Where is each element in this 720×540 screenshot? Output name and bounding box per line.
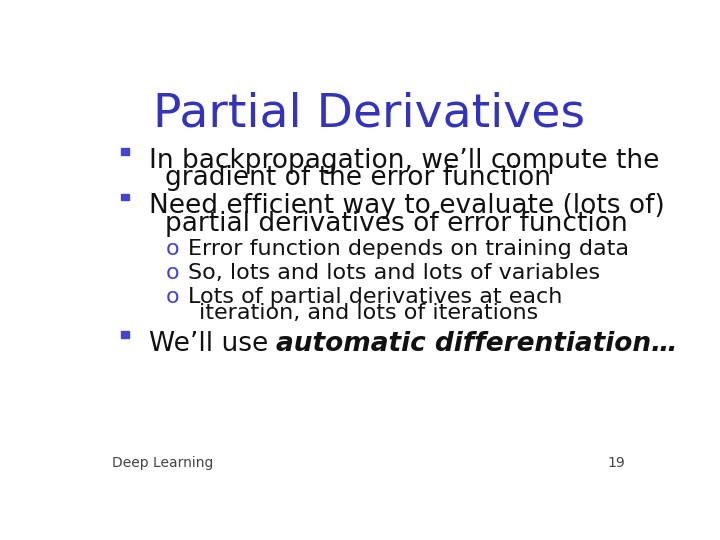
Text: o: o xyxy=(166,263,179,283)
Bar xyxy=(121,193,129,200)
Text: iteration, and lots of iterations: iteration, and lots of iterations xyxy=(199,302,538,322)
Bar xyxy=(121,331,129,338)
Text: Lots of partial derivatives at each: Lots of partial derivatives at each xyxy=(188,287,562,307)
Text: Need efficient way to evaluate (lots of): Need efficient way to evaluate (lots of) xyxy=(148,193,665,219)
Text: 19: 19 xyxy=(608,456,626,470)
Text: Partial Derivatives: Partial Derivatives xyxy=(153,92,585,137)
Bar xyxy=(121,148,129,154)
Text: Error function depends on training data: Error function depends on training data xyxy=(188,239,629,259)
Text: gradient of the error function: gradient of the error function xyxy=(166,165,552,191)
Text: partial derivatives of error function: partial derivatives of error function xyxy=(166,211,628,237)
Text: In backpropagation, we’ll compute the: In backpropagation, we’ll compute the xyxy=(148,148,659,174)
Text: o: o xyxy=(166,239,179,259)
Text: o: o xyxy=(166,287,179,307)
Text: So, lots and lots and lots of variables: So, lots and lots and lots of variables xyxy=(188,263,600,283)
Text: automatic differentiation…: automatic differentiation… xyxy=(276,331,678,357)
Text: Deep Learning: Deep Learning xyxy=(112,456,214,470)
Text: We’ll use: We’ll use xyxy=(148,331,276,357)
